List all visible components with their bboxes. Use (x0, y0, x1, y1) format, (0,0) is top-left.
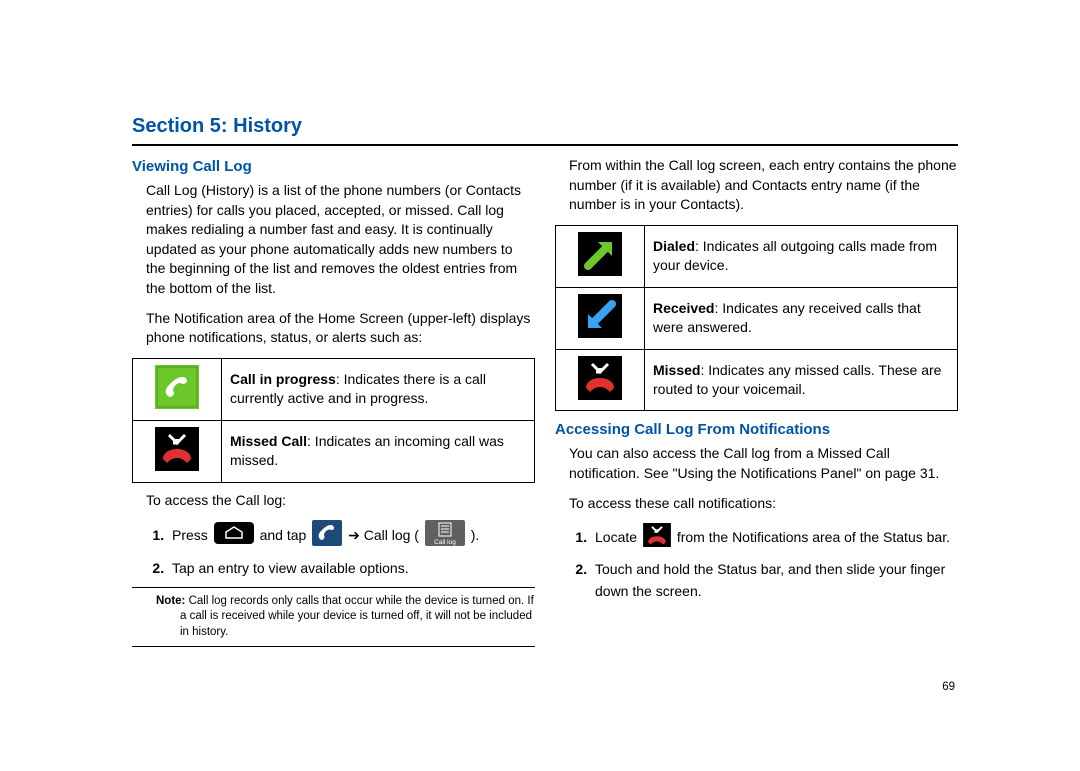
step-press-home: Press and tap ➔ (168, 520, 535, 552)
subhead-accessing: Accessing Call Log From Notifications (555, 421, 958, 438)
right-column: From within the Call log screen, each en… (555, 156, 958, 647)
call-type-icon-table: Dialed: Indicates all outgoing calls mad… (555, 225, 958, 412)
home-button-icon (214, 522, 254, 550)
step-locate: Locate from the Notifications area of th… (591, 523, 958, 553)
para-call-log-entries: From within the Call log screen, each en… (555, 156, 958, 215)
note-text: Note: Call log records only calls that o… (156, 592, 535, 643)
missed-desc: Missed: Indicates any missed calls. Thes… (645, 349, 958, 411)
missed-call-desc: Missed Call: Indicates an incoming call … (222, 420, 535, 482)
step-tap-entry: Tap an entry to view available options. (168, 557, 535, 579)
subhead-viewing: Viewing Call Log (132, 158, 535, 175)
dialed-icon (578, 232, 622, 281)
received-icon (578, 294, 622, 343)
page-number: 69 (942, 681, 955, 693)
missed-icon (578, 356, 622, 405)
right-steps: Locate from the Notifications area of th… (555, 523, 958, 602)
notification-icon-table: Call in progress: Indicates there is a c… (132, 358, 535, 483)
missed-call-status-icon (643, 523, 671, 553)
phone-app-icon (312, 520, 342, 552)
para-access-notif: You can also access the Call log from a … (555, 444, 958, 483)
missed-call-icon (155, 427, 199, 476)
dialed-desc: Dialed: Indicates all outgoing calls mad… (645, 225, 958, 287)
para-intro: Call Log (History) is a list of the phon… (132, 181, 535, 299)
access-call-log-line: To access the Call log: (132, 491, 535, 511)
call-log-tab-icon: Call log (425, 520, 465, 552)
left-column: Viewing Call Log Call Log (History) is a… (132, 156, 535, 647)
access-notif-line: To access these call notifications: (555, 494, 958, 514)
para-notif-area: The Notification area of the Home Screen… (132, 309, 535, 348)
left-steps: Press and tap ➔ (132, 520, 535, 579)
section-title: Section 5: History (132, 115, 958, 138)
call-in-progress-desc: Call in progress: Indicates there is a c… (222, 358, 535, 420)
call-in-progress-icon (155, 365, 199, 414)
received-desc: Received: Indicates any received calls t… (645, 287, 958, 349)
svg-text:Call log: Call log (434, 539, 456, 546)
step-slide-down: Touch and hold the Status bar, and then … (591, 558, 958, 603)
divider-rule (132, 144, 958, 146)
